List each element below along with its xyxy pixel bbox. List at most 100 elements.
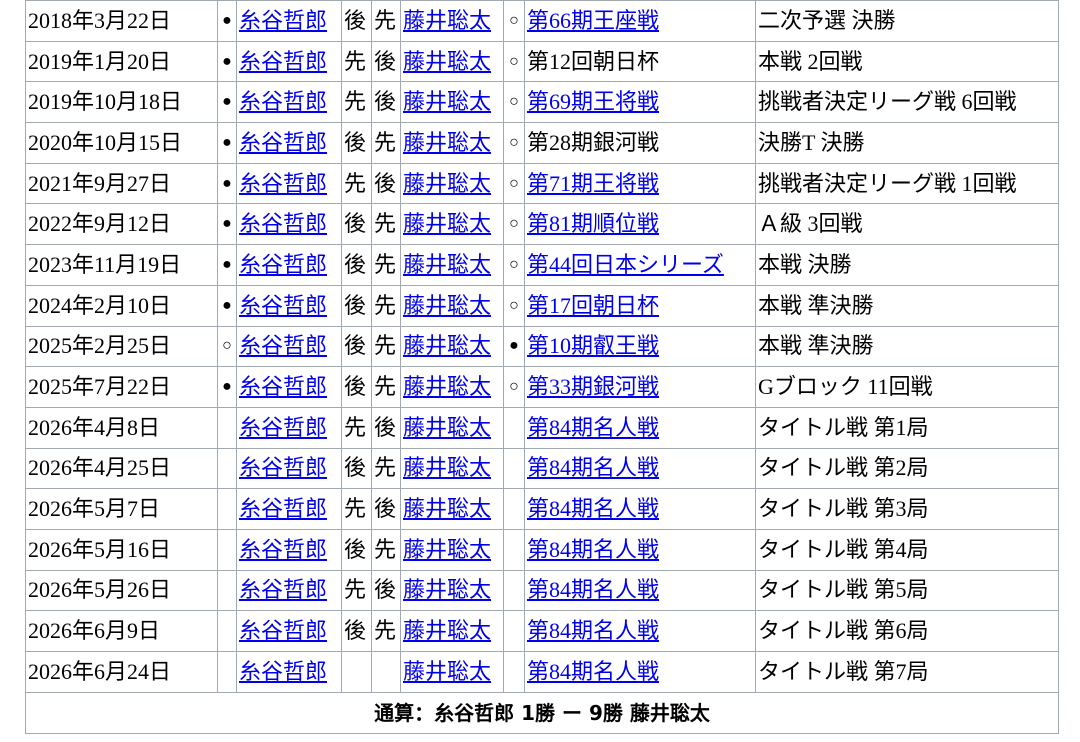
player-fujii-link[interactable]: 藤井聡太: [403, 170, 492, 196]
turn-itoya: 先: [341, 488, 372, 530]
event-name-link[interactable]: 第44回日本シリーズ: [527, 251, 724, 277]
event-name-link[interactable]: 第66期王座戦: [527, 7, 660, 33]
turn-fujii: 先: [371, 528, 401, 571]
event-name-link[interactable]: 第17回朝日杯: [527, 292, 660, 318]
player-fujii-link[interactable]: 藤井聡太: [403, 577, 492, 603]
turn-itoya: 先: [341, 81, 372, 124]
event-name-link[interactable]: 第84期名人戦: [527, 536, 660, 562]
event-name-link[interactable]: 第84期名人戦: [527, 658, 660, 684]
event-name-link[interactable]: 第84期名人戦: [527, 618, 660, 644]
game-date: 2024年2月10日: [25, 284, 218, 327]
event-name: 第28期銀河戦: [524, 122, 756, 164]
player-fujii-link[interactable]: 藤井聡太: [403, 129, 492, 155]
player-fujii-link[interactable]: 藤井聡太: [403, 211, 492, 237]
player-fujii-cell: 藤井聡太: [400, 610, 504, 652]
round-name: タイトル戦 第4局: [755, 528, 1059, 571]
player-itoya-link[interactable]: 糸谷哲郎: [239, 455, 328, 481]
game-row: 2026年4月8日 糸谷哲郎先後藤井聡太 第84期名人戦 タイトル戦 第1局: [25, 406, 1059, 449]
player-itoya-cell: 糸谷哲郎: [236, 406, 342, 449]
event-name-link[interactable]: 第69期王将戦: [527, 89, 660, 115]
player-fujii-link[interactable]: 藤井聡太: [403, 89, 492, 115]
player-fujii-link[interactable]: 藤井聡太: [403, 496, 492, 522]
game-row: 2026年6月9日 糸谷哲郎後先藤井聡太 第84期名人戦 タイトル戦 第6局: [25, 610, 1059, 652]
player-fujii-link[interactable]: 藤井聡太: [403, 333, 492, 359]
result-mark-itoya: ●: [217, 81, 237, 124]
event-name-cell: 第66期王座戦: [524, 0, 756, 42]
turn-fujii: 後: [371, 162, 401, 205]
player-itoya-link[interactable]: 糸谷哲郎: [239, 251, 328, 277]
round-name: 決勝T 決勝: [755, 122, 1059, 164]
event-name-link[interactable]: 第84期名人戦: [527, 414, 660, 440]
player-fujii-cell: 藤井聡太: [400, 406, 504, 449]
player-itoya-link[interactable]: 糸谷哲郎: [239, 577, 328, 603]
player-fujii-cell: 藤井聡太: [400, 244, 504, 286]
event-name: 第12回朝日杯: [524, 40, 756, 83]
result-mark-fujii: ○: [503, 366, 525, 408]
event-name-cell: 第84期名人戦: [524, 488, 756, 530]
event-name-link[interactable]: 第84期名人戦: [527, 577, 660, 603]
player-itoya-link[interactable]: 糸谷哲郎: [239, 211, 328, 237]
turn-fujii: 後: [371, 406, 401, 449]
player-fujii-link[interactable]: 藤井聡太: [403, 414, 492, 440]
result-mark-fujii: ○: [503, 203, 525, 246]
player-itoya-cell: 糸谷哲郎: [236, 284, 342, 327]
player-itoya-link[interactable]: 糸谷哲郎: [239, 333, 328, 359]
player-itoya-link[interactable]: 糸谷哲郎: [239, 658, 328, 684]
player-itoya-link[interactable]: 糸谷哲郎: [239, 618, 328, 644]
result-mark-fujii: ○: [503, 40, 525, 83]
game-row: 2025年7月22日 ● 糸谷哲郎後先藤井聡太 ○ 第33期銀河戦 Gブロック 11回戦: [25, 366, 1059, 408]
event-name-link[interactable]: 第84期名人戦: [527, 455, 660, 481]
player-fujii-link[interactable]: 藤井聡太: [403, 251, 492, 277]
game-date: 2019年1月20日: [25, 40, 218, 83]
event-name-link[interactable]: 第10期叡王戦: [527, 333, 660, 359]
game-row: 2018年3月22日 ● 糸谷哲郎後先藤井聡太 ○ 第66期王座戦 二次予選 決勝: [25, 0, 1059, 42]
event-name-link[interactable]: 第71期王将戦: [527, 170, 660, 196]
player-itoya-link[interactable]: 糸谷哲郎: [239, 7, 328, 33]
player-fujii-link[interactable]: 藤井聡太: [403, 658, 492, 684]
player-itoya-link[interactable]: 糸谷哲郎: [239, 292, 328, 318]
player-fujii-link[interactable]: 藤井聡太: [403, 536, 492, 562]
turn-fujii: 後: [371, 569, 401, 612]
player-fujii-link[interactable]: 藤井聡太: [403, 374, 492, 400]
player-fujii-cell: 藤井聡太: [400, 325, 504, 368]
player-fujii-link[interactable]: 藤井聡太: [403, 292, 492, 318]
player-itoya-link[interactable]: 糸谷哲郎: [239, 414, 328, 440]
player-fujii-link[interactable]: 藤井聡太: [403, 618, 492, 644]
turn-fujii: 後: [371, 40, 401, 83]
player-itoya-cell: 糸谷哲郎: [236, 0, 342, 42]
player-fujii-link[interactable]: 藤井聡太: [403, 7, 492, 33]
player-itoya-link[interactable]: 糸谷哲郎: [239, 170, 328, 196]
game-row: 2026年6月24日 糸谷哲郎 藤井聡太 第84期名人戦 タイトル戦 第7局: [25, 651, 1059, 693]
event-name-link[interactable]: 第33期銀河戦: [527, 374, 660, 400]
result-mark-itoya: [217, 569, 237, 612]
game-row: 2026年5月26日 糸谷哲郎先後藤井聡太 第84期名人戦 タイトル戦 第5局: [25, 569, 1059, 612]
turn-fujii: 後: [371, 81, 401, 124]
game-date: 2020年10月15日: [25, 122, 218, 164]
player-itoya-link[interactable]: 糸谷哲郎: [239, 374, 328, 400]
player-fujii-link[interactable]: 藤井聡太: [403, 48, 492, 74]
event-name-link[interactable]: 第84期名人戦: [527, 496, 660, 522]
player-fujii-link[interactable]: 藤井聡太: [403, 455, 492, 481]
turn-itoya: 後: [341, 203, 372, 246]
player-fujii-cell: 藤井聡太: [400, 162, 504, 205]
event-name-link[interactable]: 第81期順位戦: [527, 211, 660, 237]
turn-itoya: 後: [341, 447, 372, 490]
player-itoya-cell: 糸谷哲郎: [236, 569, 342, 612]
player-itoya-link[interactable]: 糸谷哲郎: [239, 89, 328, 115]
player-itoya-link[interactable]: 糸谷哲郎: [239, 48, 328, 74]
result-mark-itoya: [217, 406, 237, 449]
player-fujii-cell: 藤井聡太: [400, 0, 504, 42]
round-name: 本戦 決勝: [755, 244, 1059, 286]
turn-fujii: 先: [371, 447, 401, 490]
result-mark-fujii: [503, 569, 525, 612]
player-fujii-cell: 藤井聡太: [400, 366, 504, 408]
player-itoya-link[interactable]: 糸谷哲郎: [239, 536, 328, 562]
result-mark-itoya: [217, 610, 237, 652]
player-itoya-link[interactable]: 糸谷哲郎: [239, 129, 328, 155]
result-mark-fujii: ○: [503, 0, 525, 42]
round-name: タイトル戦 第6局: [755, 610, 1059, 652]
turn-itoya: 後: [341, 610, 372, 652]
game-date: 2026年6月24日: [25, 651, 218, 693]
round-name: Ａ級 3回戦: [755, 203, 1059, 246]
player-itoya-link[interactable]: 糸谷哲郎: [239, 496, 328, 522]
